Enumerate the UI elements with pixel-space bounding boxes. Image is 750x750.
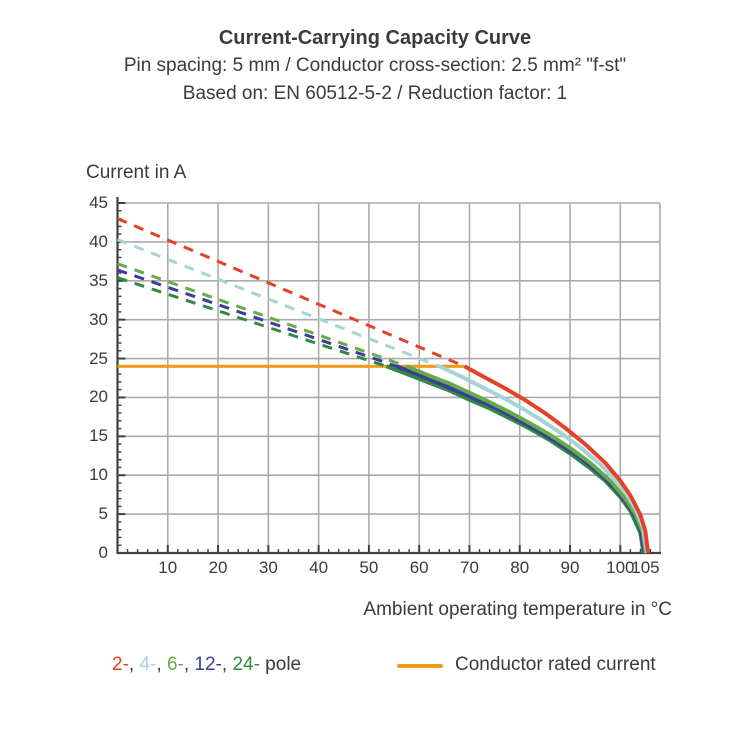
y-axis-title: Current in A: [86, 162, 187, 183]
x-tick-label-105: 105: [631, 558, 660, 577]
legend-separator: ,: [128, 654, 140, 675]
x-axis-title: Ambient operating temperature in °C: [363, 599, 672, 620]
legend-pole-item-24: 24-: [232, 654, 260, 675]
x-tick-label-80: 80: [510, 558, 530, 577]
legend-separator: ,: [156, 654, 167, 675]
x-tick-label-60: 60: [409, 558, 429, 577]
curve-4-pole-dashed: [116, 238, 440, 368]
chart-header: Current-Carrying Capacity Curve Pin spac…: [0, 24, 750, 108]
curve-12-pole-dashed: [117, 268, 398, 368]
x-tick-label-20: 20: [208, 558, 228, 577]
curve-6-pole-dashed: [116, 262, 408, 368]
curve-12-pole-solid: [395, 364, 647, 554]
chart-title: Current-Carrying Capacity Curve: [218, 27, 532, 49]
x-tick-label-10: 10: [158, 558, 178, 577]
legend-separator: ,: [183, 654, 195, 675]
y-tick-label-45: 45: [89, 193, 108, 212]
x-tick-label-50: 50: [359, 558, 379, 577]
curve-2-pole-dashed: [116, 217, 465, 368]
x-tick-label-100: 100: [606, 558, 635, 577]
legend-separator: pole: [259, 654, 302, 675]
y-tick-label-35: 35: [89, 270, 108, 290]
legend-pole-item-2: 2-: [112, 654, 129, 675]
legend-pole-item-6: 6-: [166, 654, 184, 675]
legend-pole-item-12: 12-: [194, 654, 222, 675]
x-tick-label-90: 90: [560, 558, 580, 577]
y-tick-label-10: 10: [89, 465, 108, 485]
chart-subtitle-spec: Pin spacing: 5 mm / Conductor cross-sect…: [123, 55, 627, 76]
y-tick-label-5: 5: [98, 504, 108, 524]
curve-2-pole-solid: [463, 364, 650, 554]
chart-subtitle-standard: Based on: EN 60512-5-2 / Reduction facto…: [182, 83, 568, 104]
legend-separator: ,: [221, 654, 233, 675]
y-tick-label-40: 40: [89, 231, 108, 251]
x-tick-label-30: 30: [258, 558, 278, 577]
curve-24-pole-dashed: [117, 276, 387, 368]
curve-6-pole-solid: [405, 364, 648, 554]
y-tick-label-30: 30: [89, 309, 108, 329]
x-tick-label-70: 70: [459, 558, 479, 577]
y-tick-label-15: 15: [89, 426, 108, 446]
y-tick-label-20: 20: [89, 387, 108, 407]
plot-area: [116, 197, 661, 555]
y-tick-label-0: 0: [98, 543, 108, 562]
legend-pole-item-4: 4-: [139, 654, 157, 675]
rated-current-legend-swatch: [397, 664, 443, 668]
x-tick-label-40: 40: [309, 558, 329, 577]
legend-pole-counts: 2-, 4-, 6-, 12-, 24- pole: [112, 654, 301, 676]
y-tick-label-25: 25: [89, 348, 108, 368]
rated-current-legend-label: Conductor rated current: [455, 654, 656, 675]
